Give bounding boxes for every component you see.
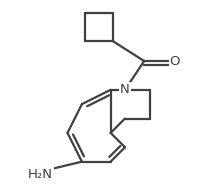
- Text: N: N: [120, 83, 130, 96]
- Text: H₂N: H₂N: [28, 168, 53, 181]
- Text: O: O: [170, 55, 180, 68]
